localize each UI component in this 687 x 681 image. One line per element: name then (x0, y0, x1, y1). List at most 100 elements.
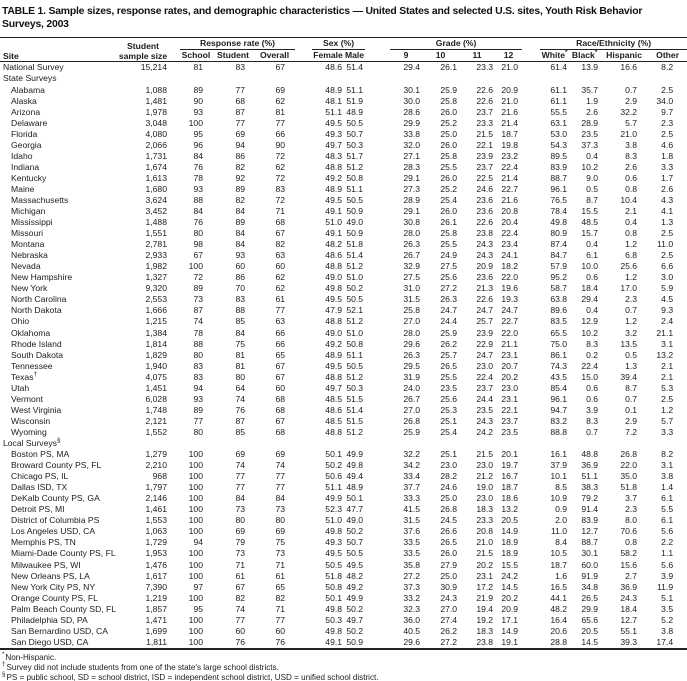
value-cell: 6.6 (661, 261, 674, 272)
column-gap (295, 107, 312, 118)
value-cell: 20.9 (476, 261, 494, 272)
table-row: Oklahoma 1,384 78 84 66 49.0 51.0 28.0 25.9 23.9 2… (0, 328, 687, 339)
value-cell: 48.9 (346, 482, 364, 493)
value-cell: 29.6 (390, 636, 423, 650)
value-cell: 27.1 (403, 150, 421, 161)
table-row: Orange County PS, FL 1,219 100 82 82 50.1 49.9… (0, 593, 687, 604)
value-cell: 17.1 (501, 614, 519, 625)
column-gap (365, 261, 390, 272)
table-row: Philadelphia SD, PA 1,471 100 77 77 50.3 49.7 3… (0, 615, 687, 626)
value-cell: 82 (235, 194, 245, 205)
value-cell: 10.1 (550, 471, 568, 482)
col-header-label: Female (313, 50, 343, 60)
column-gap (170, 604, 180, 615)
column-gap (365, 37, 391, 63)
column-gap (170, 328, 180, 339)
value-cell: 84 (235, 228, 245, 239)
value-cell: 49.5 (325, 117, 343, 128)
value-cell: 21.4 (501, 172, 519, 183)
grade-group-header: Grade (%) (390, 37, 523, 51)
value-cell: 75.0 (550, 338, 568, 349)
site-cell: Chicago PS, IL (11, 471, 69, 482)
value-cell: 2.6 (661, 183, 674, 194)
value-cell: 16.7 (501, 471, 519, 482)
value-cell: 49.1 (312, 636, 345, 650)
value-cell: 26.6 (440, 526, 458, 537)
value-cell: 30.0 (403, 95, 421, 106)
race-ethnicity-group-header: Race/Ethnicity (%) (540, 37, 687, 51)
value-cell: 53.0 (550, 128, 568, 139)
value-cell: 80 (235, 515, 245, 526)
value-cell: 7,390 (145, 581, 167, 592)
site-cell: Ohio (11, 316, 30, 327)
column-gap (522, 162, 540, 173)
column-gap (170, 350, 180, 361)
value-cell: 1,617 (145, 570, 167, 581)
column-gap (522, 118, 540, 129)
column-gap (170, 361, 180, 372)
footnote-marker: * (2, 651, 5, 659)
value-cell: 83.9 (550, 161, 568, 172)
value-cell: 51.5 (346, 415, 364, 426)
value-cell: 80 (193, 228, 203, 239)
value-cell: 25.1 (440, 449, 458, 460)
column-gap (170, 162, 180, 173)
value-cell: 1,680 (145, 183, 167, 194)
value-cell: 33.5 (403, 537, 421, 548)
value-cell: 51.8 (325, 570, 343, 581)
value-cell: 98 (193, 239, 203, 250)
value-cell: 2.1 (661, 360, 674, 371)
value-cell: 10.2 (581, 161, 599, 172)
value-cell: 3.8 (625, 139, 638, 150)
column-gap (295, 537, 312, 548)
value-cell: 77 (275, 471, 286, 482)
column-gap (365, 449, 390, 460)
footnote-text: Survey did not include students from one… (6, 662, 279, 672)
value-cell: 47.9 (325, 305, 343, 316)
site-cell: Utah (11, 382, 30, 393)
value-cell: 49.0 (346, 217, 364, 228)
value-cell: 96 (193, 139, 203, 150)
value-cell: 20.2 (476, 559, 494, 570)
value-cell: 77 (235, 482, 245, 493)
site-cell: Alaska (11, 95, 37, 106)
column-gap (170, 129, 180, 140)
value-cell: 32.9 (403, 261, 421, 272)
table-row: Michigan 3,452 84 84 71 49.1 50.9 29.1 26.0 23.6 2… (0, 206, 687, 217)
site-cell: Florida (11, 128, 38, 139)
value-cell: 84 (275, 493, 286, 504)
value-cell: 96.1 (550, 393, 568, 404)
value-cell: 16.4 (550, 614, 568, 625)
value-cell: 84 (235, 327, 245, 338)
value-cell: 92 (235, 172, 245, 183)
col-header-label: Student (217, 50, 249, 60)
value-cell: 33.8 (403, 128, 421, 139)
value-cell: 78 (193, 172, 203, 183)
table-header: Site Student sample size Response rate (%… (0, 37, 687, 63)
column-gap (365, 162, 390, 173)
value-cell: 25.5 (440, 161, 458, 172)
value-cell: 39.3 (600, 636, 649, 650)
value-cell: 84.7 (550, 250, 568, 261)
column-gap (295, 626, 312, 637)
value-cell: 51.0 (346, 272, 364, 283)
value-cell: 2.3 (661, 117, 674, 128)
value-cell: 9,320 (145, 283, 167, 294)
col-header-grade-12: 12 (495, 49, 523, 63)
value-cell: 89 (193, 283, 203, 294)
value-cell: 25.9 (403, 426, 421, 437)
value-cell: 25.9 (440, 327, 458, 338)
value-cell: 88 (193, 338, 203, 349)
value-cell: 12.7 (620, 614, 638, 625)
value-cell: 49.2 (325, 172, 343, 183)
value-cell: 22.4 (581, 360, 599, 371)
value-cell: 14.5 (501, 581, 519, 592)
value-cell: 27.0 (403, 316, 421, 327)
value-cell: 19.8 (501, 139, 519, 150)
value-cell: 62 (275, 272, 286, 283)
value-cell: 5.7 (661, 415, 674, 426)
value-cell: 87.4 (550, 239, 568, 250)
value-cell: 21.9 (476, 592, 494, 603)
value-cell: 1.2 (661, 404, 674, 415)
value-cell: 94 (193, 382, 203, 393)
